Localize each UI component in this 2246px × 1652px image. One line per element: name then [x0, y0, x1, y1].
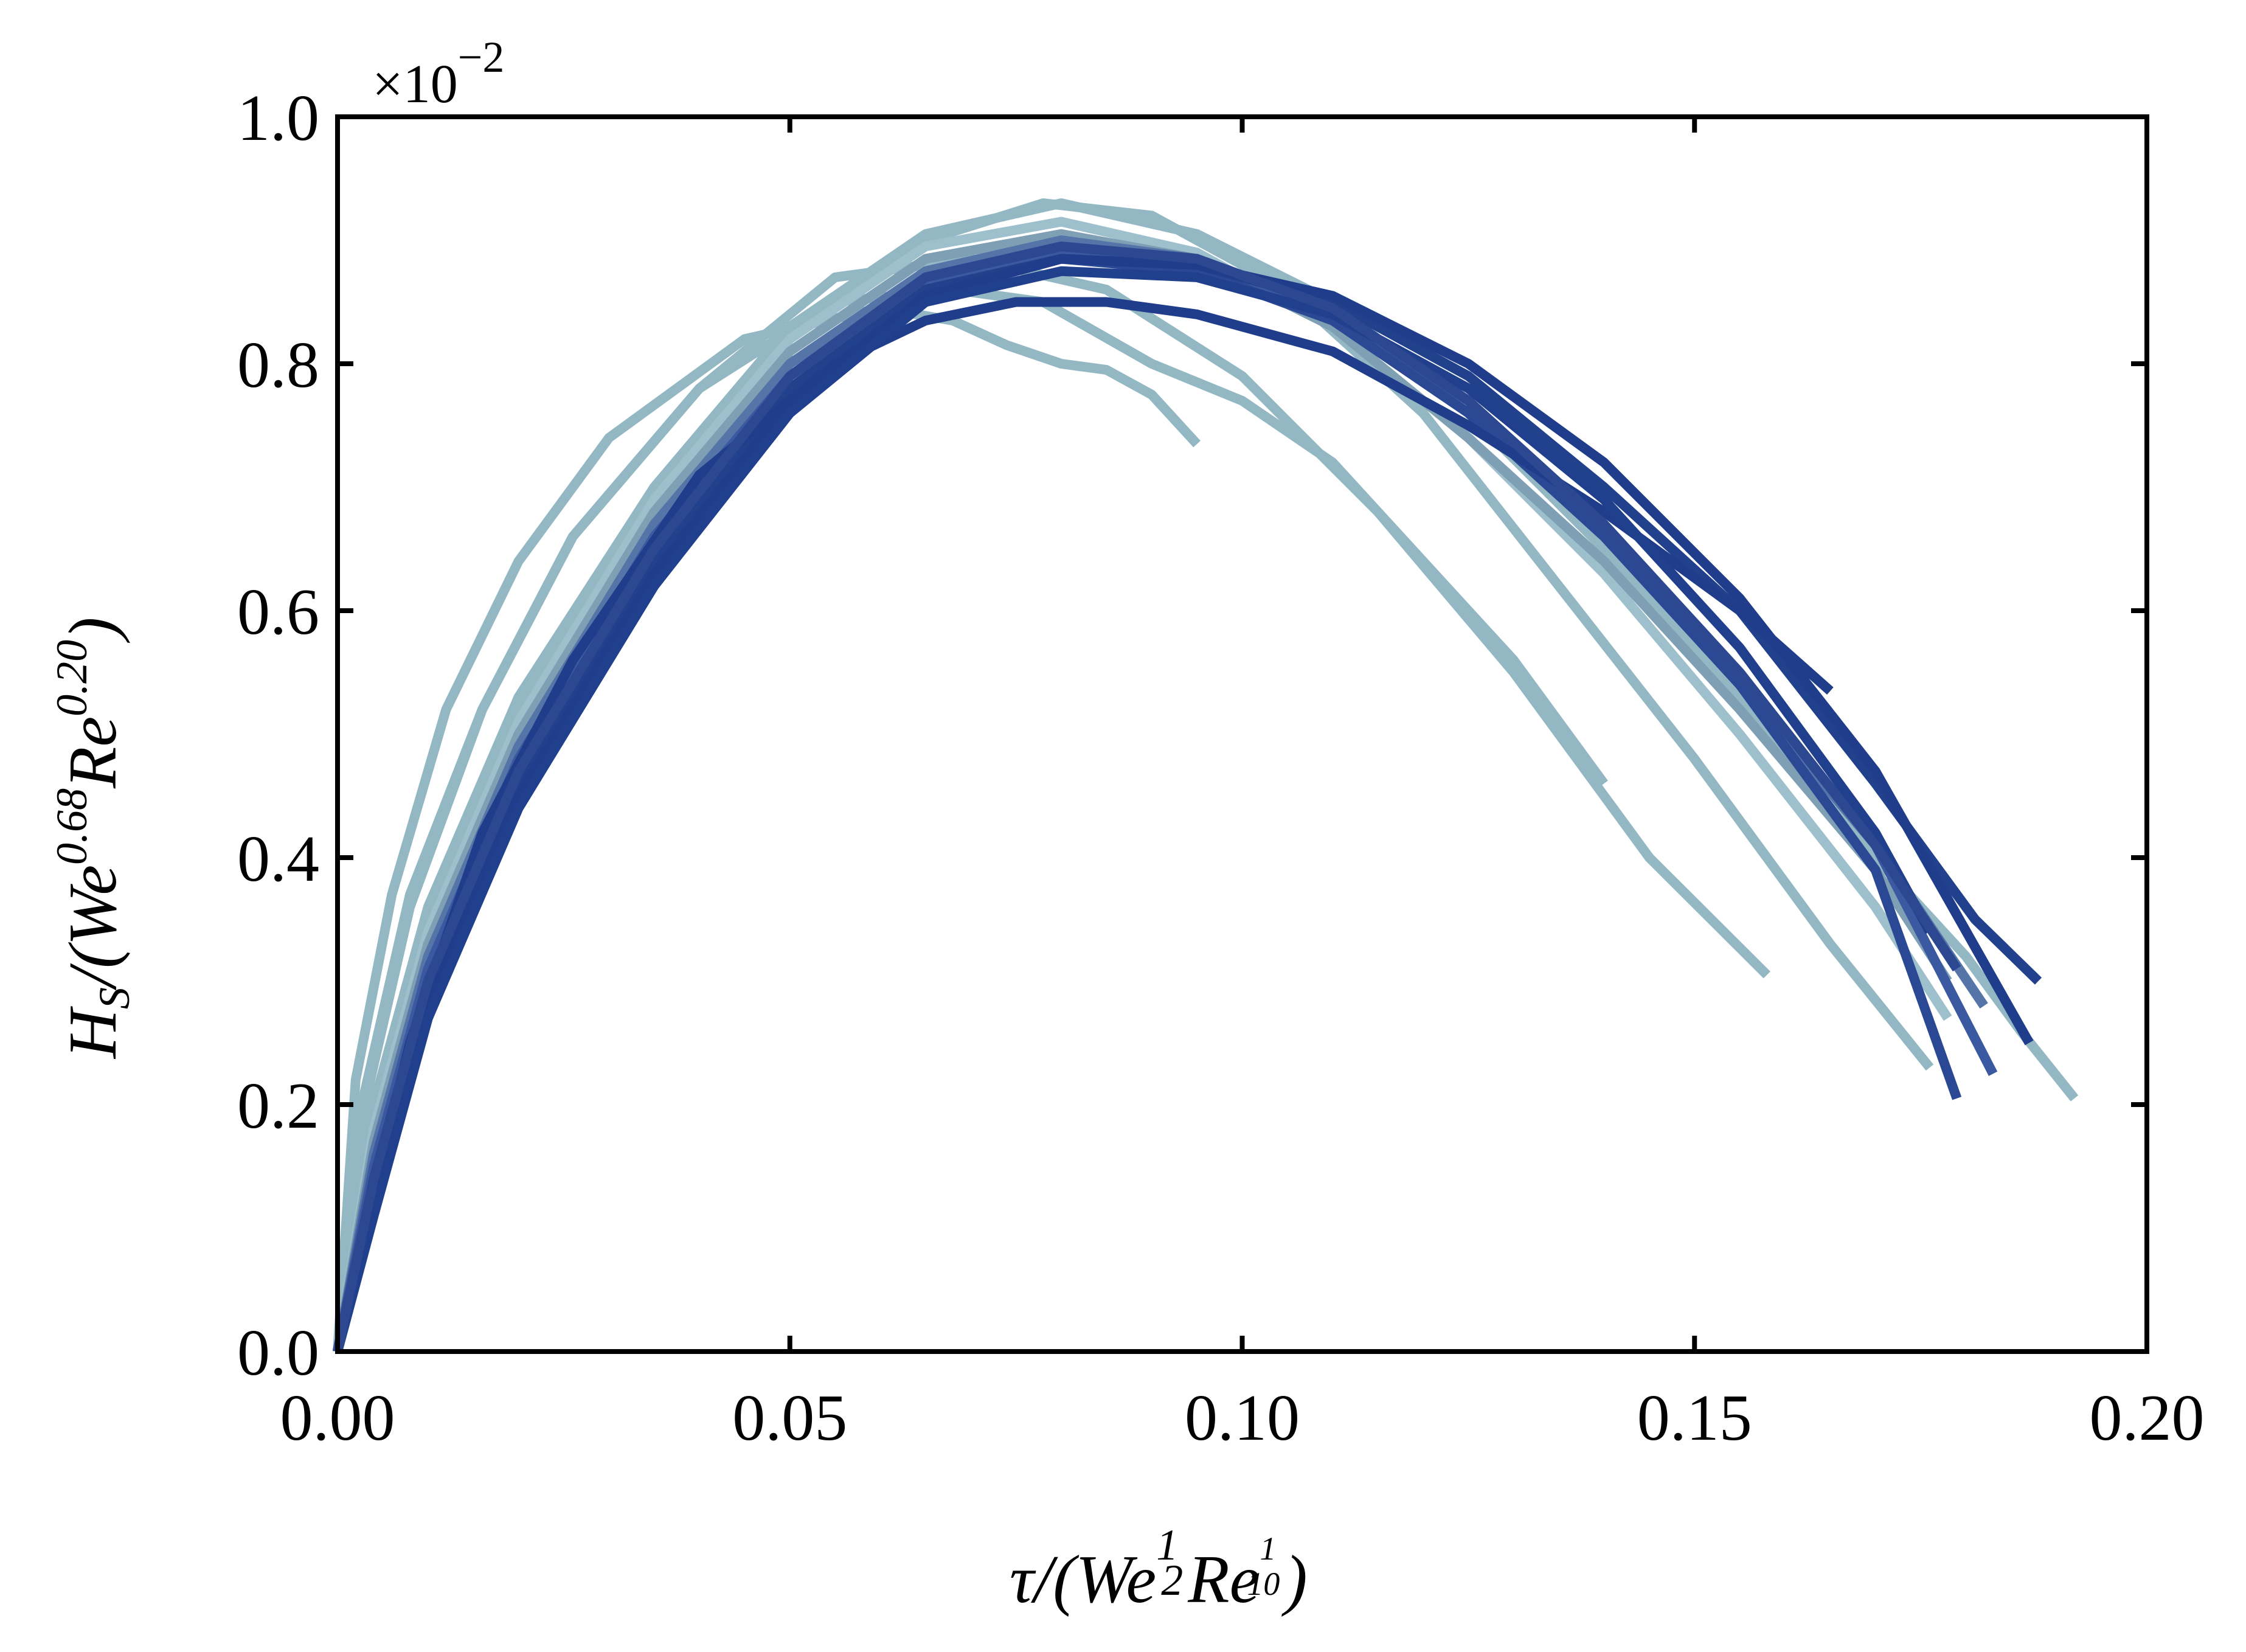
series-line-15 — [333, 241, 1961, 1353]
y-axis-label: HS/(We0.68Re0.20) — [47, 617, 139, 1060]
y-tick-label: 0.2 — [237, 1070, 319, 1142]
y-tick-label: 0.8 — [237, 329, 319, 401]
series-line-7 — [333, 229, 1952, 1353]
x-tick-label: 0.05 — [732, 1382, 847, 1454]
plot-frame — [335, 114, 2149, 1354]
series-line-6 — [333, 217, 1952, 1353]
series-line-9 — [333, 248, 1998, 1353]
x-tick-label: 0.20 — [2090, 1382, 2205, 1454]
tick-layer: 0.00 0.05 0.10 0.15 0.20 0.0 0.2 0.4 0.6 0.8 1.0 — [237, 82, 2205, 1454]
x-tick-label: 0.15 — [1637, 1382, 1752, 1454]
series-layer — [333, 198, 2079, 1353]
y-label-base: /(We — [55, 865, 131, 991]
y-label-exp2: 0.20 — [47, 640, 96, 717]
x-label-exp1-num: 1 — [1156, 1521, 1178, 1569]
x-label-exp1-den: 2 — [1161, 1556, 1183, 1605]
y-offset-prefix: ×10 — [372, 54, 458, 114]
x-tick-label: 0.00 — [280, 1382, 395, 1454]
y-tick-label: 0.0 — [237, 1317, 319, 1389]
series-line-10 — [333, 254, 1962, 1353]
y-label-mid: Re — [55, 717, 131, 789]
y-label-h-sub: S — [90, 987, 139, 1009]
y-label-exp1: 0.68 — [47, 788, 96, 865]
x-tick-label: 0.10 — [1185, 1382, 1300, 1454]
series-line-4 — [333, 198, 1934, 1353]
series-line-11 — [333, 254, 2042, 1353]
y-tick-label: 0.6 — [237, 576, 319, 648]
series-line-14 — [333, 266, 1935, 1353]
series-line-3 — [333, 254, 1770, 1352]
x-axis-label: τ/(We1 2Re1 10) — [1010, 1521, 1308, 1617]
x-label-exp2-num: 1 — [1260, 1530, 1274, 1567]
y-axis-offset-label: ×10−2 — [372, 33, 504, 114]
series-line-12 — [333, 254, 2034, 1353]
x-label-base: τ/(We — [1010, 1542, 1156, 1617]
y-offset-exponent: −2 — [458, 33, 505, 82]
y-label-close: ) — [55, 617, 131, 644]
series-line-2 — [333, 285, 1608, 1352]
y-label-h: H — [55, 1006, 131, 1060]
x-label-exp2-den: 10 — [1247, 1566, 1280, 1602]
x-label-mid: Re — [1187, 1542, 1260, 1617]
x-label-close: ) — [1281, 1542, 1307, 1617]
y-tick-label: 0.4 — [237, 823, 319, 895]
y-tick-label: 1.0 — [237, 82, 319, 154]
